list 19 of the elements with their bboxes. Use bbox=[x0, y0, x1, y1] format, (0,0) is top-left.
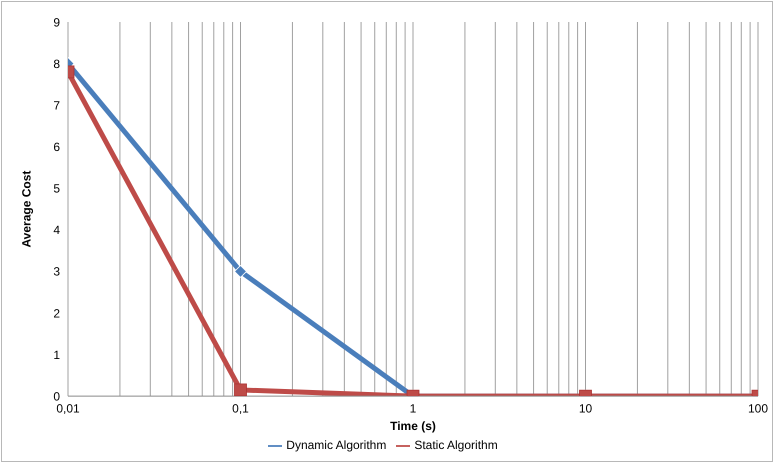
x-tick-label: 0,1 bbox=[232, 402, 250, 416]
y-tick-label: 8 bbox=[53, 56, 60, 71]
legend-label: Static Algorithm bbox=[414, 438, 498, 452]
legend-label: Dynamic Algorithm bbox=[286, 438, 386, 452]
y-tick-label: 1 bbox=[53, 348, 60, 362]
x-tick-label: 10 bbox=[578, 402, 592, 416]
y-tick-label: 6 bbox=[53, 140, 60, 154]
x-tick-label: 0,01 bbox=[56, 402, 80, 416]
y-tick-label: 2 bbox=[53, 306, 60, 320]
y-axis-title: Average Cost bbox=[19, 170, 34, 248]
y-tick-label: 0 bbox=[53, 389, 60, 404]
x-tick-label: 100 bbox=[748, 402, 768, 416]
y-tick-label: 9 bbox=[53, 15, 60, 30]
x-axis-title: Time (s) bbox=[390, 419, 436, 434]
x-tick-label: 1 bbox=[410, 402, 417, 416]
y-tick-label: 4 bbox=[53, 223, 60, 238]
y-tick-label: 7 bbox=[53, 98, 60, 112]
y-tick-label: 5 bbox=[53, 182, 60, 196]
y-tick-label: 3 bbox=[53, 264, 60, 279]
